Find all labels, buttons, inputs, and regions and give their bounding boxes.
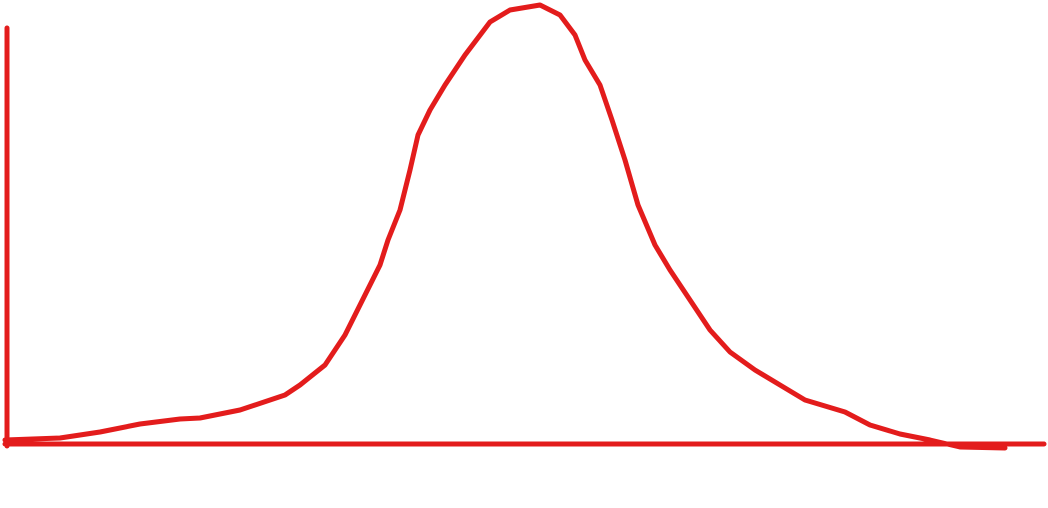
bell-curve xyxy=(2,2,1008,451)
